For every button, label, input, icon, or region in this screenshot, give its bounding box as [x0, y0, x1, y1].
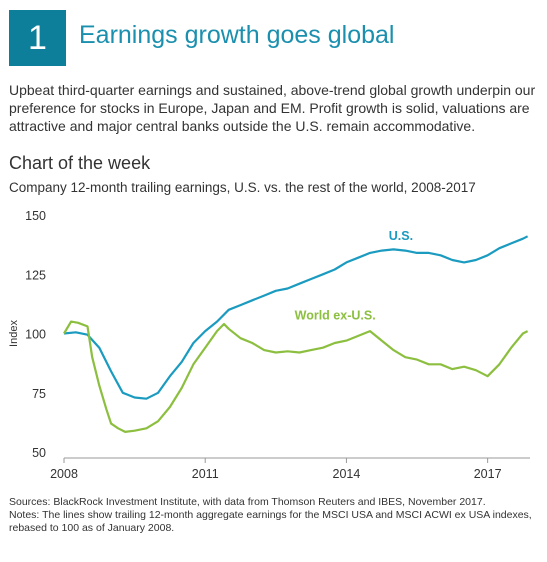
x-axis: 2008 2011 2014 2017: [50, 457, 530, 481]
section-number-badge: 1: [9, 10, 66, 66]
us-series-label: U.S.: [389, 229, 413, 243]
y-tick-label: 100: [25, 328, 46, 342]
series-labels: U.S. World ex-U.S.: [295, 229, 413, 322]
y-tick-label: 50: [32, 446, 46, 460]
series-lines: [63, 235, 529, 433]
chart-title: Company 12-month trailing earnings, U.S.…: [9, 180, 476, 195]
y-tick-label: 75: [32, 387, 46, 401]
earnings-line-chart: 50 75 100 125 150 Index 2008 2011 2014 2017 U.S.…: [8, 209, 530, 481]
sources-note: Sources: BlackRock Investment Institute,…: [9, 496, 486, 508]
x-tick-label: 2011: [192, 467, 219, 481]
page-title: Earnings growth goes global: [79, 21, 395, 49]
intro-paragraph: Upbeat third-quarter earnings and sustai…: [9, 82, 536, 134]
y-axis: 50 75 100 125 150 Index: [8, 209, 46, 460]
section-title: Chart of the week: [9, 153, 151, 173]
x-tick-label: 2008: [50, 467, 78, 481]
us-series-line: [63, 235, 529, 400]
x-tick-label: 2014: [333, 467, 361, 481]
world-ex-us-series-label: World ex-U.S.: [295, 308, 376, 322]
y-axis-label: Index: [8, 320, 20, 347]
world-ex-us-series-line: [63, 320, 529, 433]
header: 1 Earnings growth goes global: [9, 10, 539, 66]
footer: Sources: BlackRock Investment Institute,…: [9, 496, 539, 535]
notes-text: Notes: The lines show trailing 12-month …: [9, 509, 532, 534]
x-tick-label: 2017: [474, 467, 502, 481]
y-tick-label: 150: [25, 209, 46, 223]
y-tick-label: 125: [25, 268, 46, 282]
